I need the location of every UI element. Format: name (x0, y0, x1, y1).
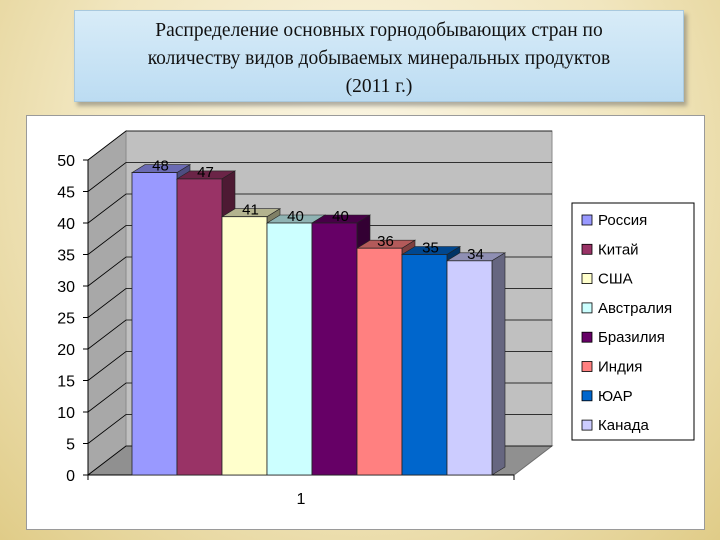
data-label-4: 40 (287, 208, 304, 225)
y-tick-label: 15 (57, 374, 75, 391)
bar-3 (221, 216, 268, 476)
gridline (87, 162, 552, 192)
x-category-label: 1 (297, 491, 306, 508)
y-tick-label: 45 (57, 185, 75, 202)
y-tick-label: 35 (57, 248, 75, 265)
data-label-3: 41 (242, 202, 259, 219)
title-box: Распределение основных горнодобывающих с… (74, 10, 684, 102)
title-line-2: количеству видов добываемых минеральных … (147, 48, 611, 69)
data-label-8: 34 (467, 246, 484, 263)
data-label-5: 40 (332, 208, 349, 225)
data-label-7: 35 (422, 240, 439, 257)
legend-swatch-8 (581, 419, 593, 431)
data-label-2: 47 (197, 164, 214, 181)
legend-label-3: США (598, 271, 633, 288)
y-tick-label: 0 (66, 468, 75, 485)
bar-1 (131, 172, 178, 476)
y-tick-label: 40 (57, 216, 75, 233)
bar-8 (446, 260, 493, 476)
legend-label-7: ЮАР (598, 388, 633, 405)
bar-7 (401, 254, 448, 476)
legend-box (571, 202, 695, 441)
data-label-1: 48 (152, 158, 169, 175)
legend-label-2: Китай (598, 241, 639, 258)
y-tick-label: 50 (57, 153, 75, 170)
data-label-6: 36 (377, 233, 394, 250)
y-tick-label: 30 (57, 279, 75, 296)
y-tick-label: 20 (57, 342, 75, 359)
bar-side-8 (491, 252, 506, 476)
bar-4 (266, 222, 313, 476)
title-line-1: Распределение основных горнодобывающих с… (155, 20, 603, 41)
gridline (87, 193, 552, 224)
gridline (87, 130, 552, 161)
legend-label-5: Бразилия (598, 329, 665, 346)
legend-label-8: Канада (598, 417, 649, 434)
legend-swatch-5 (581, 331, 593, 343)
legend-swatch-1 (581, 214, 593, 226)
legend-swatch-7 (581, 390, 593, 402)
legend-label-4: Австралия (598, 300, 672, 317)
title-line-3: (2011 г.) (345, 76, 413, 97)
legend-label-1: Россия (598, 212, 647, 229)
legend-label-6: Индия (598, 359, 642, 376)
legend-swatch-2 (581, 243, 593, 255)
y-tick-label: 25 (57, 311, 75, 328)
y-tick-label: 10 (57, 405, 75, 422)
legend-swatch-6 (581, 361, 593, 372)
y-tick-label: 5 (66, 437, 75, 454)
bar-5 (311, 222, 358, 476)
gridline (87, 225, 552, 255)
bar-2 (176, 178, 223, 476)
legend-swatch-3 (581, 273, 593, 285)
bar-6 (356, 247, 403, 476)
legend-swatch-4 (581, 302, 593, 314)
